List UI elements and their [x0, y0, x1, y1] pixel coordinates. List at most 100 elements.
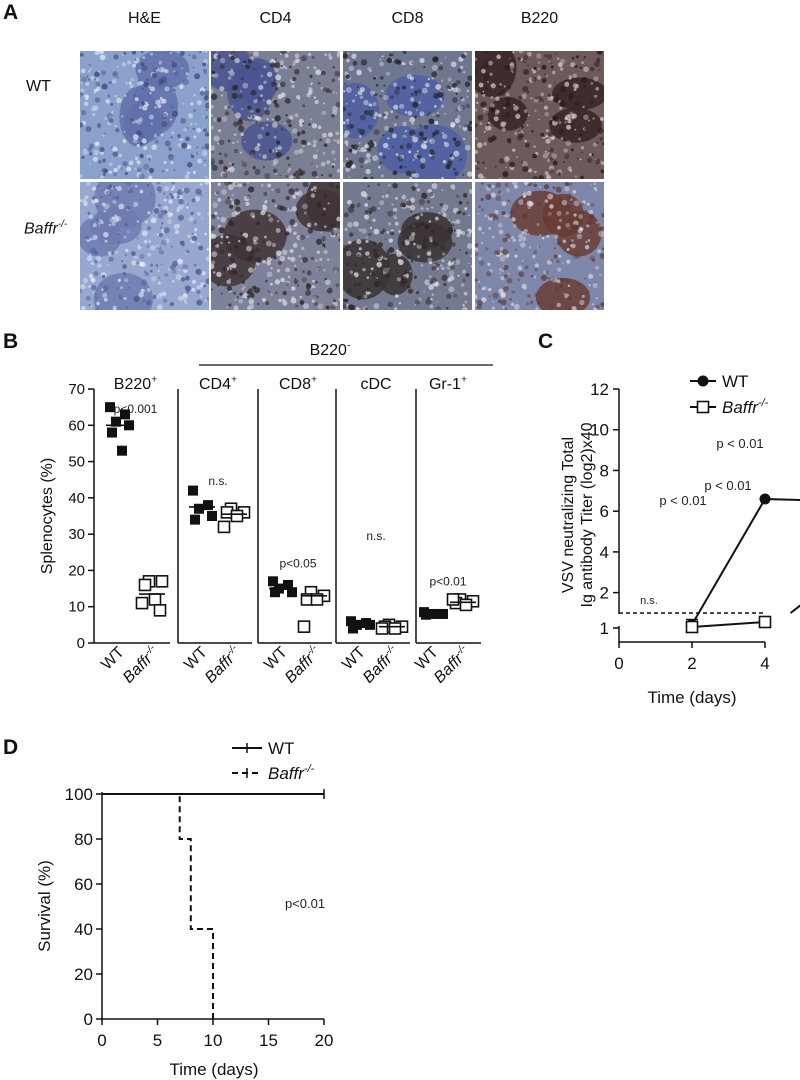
stain-speck: [413, 79, 417, 83]
stroma-speck: [329, 58, 332, 60]
stain-speck: [531, 129, 534, 133]
stroma-speck: [347, 240, 352, 245]
stroma-speck: [441, 259, 445, 263]
stain-speck: [545, 270, 549, 274]
stroma-speck: [123, 235, 127, 239]
stroma-speck: [573, 213, 577, 217]
stroma-speck: [243, 170, 246, 173]
stroma-speck: [449, 275, 455, 281]
stain-speck: [204, 86, 207, 89]
stain-speck: [552, 160, 558, 166]
stain-speck: [89, 152, 93, 156]
stain-speck: [558, 129, 565, 135]
x-label-wt: WT: [412, 644, 442, 674]
stroma-speck: [513, 224, 517, 228]
stroma-speck: [289, 209, 292, 212]
stroma-speck: [462, 137, 466, 141]
stroma-speck: [592, 282, 598, 289]
stroma-speck: [345, 250, 352, 257]
stroma-speck: [590, 82, 594, 85]
stain-speck: [548, 213, 552, 217]
stroma-speck: [407, 110, 413, 116]
stroma-speck: [479, 122, 483, 126]
stain-speck: [185, 136, 190, 142]
stroma-speck: [506, 188, 511, 193]
stain-speck: [537, 202, 541, 206]
c-y-tick-label: 12: [590, 380, 609, 399]
stain-speck: [334, 70, 340, 77]
stroma-speck: [262, 260, 267, 264]
wt-point: [346, 616, 356, 627]
stain-speck: [383, 266, 390, 274]
stroma-speck: [398, 259, 404, 266]
stain-speck: [178, 198, 184, 205]
stain-speck: [564, 154, 570, 160]
stroma-speck: [461, 98, 465, 102]
stain-speck: [228, 204, 234, 209]
stain-speck: [239, 273, 245, 278]
stain-speck: [478, 205, 481, 208]
stroma-speck: [267, 213, 271, 217]
stain-speck: [393, 89, 400, 96]
stain-speck: [234, 149, 239, 154]
stain-speck: [261, 74, 265, 77]
stroma-speck: [239, 151, 243, 154]
stain-speck: [228, 220, 234, 226]
stain-speck: [537, 301, 541, 305]
stroma-speck: [216, 271, 222, 278]
stroma-speck: [280, 277, 285, 283]
stain-speck: [368, 105, 371, 109]
stain-speck: [286, 183, 290, 187]
stroma-speck: [460, 283, 465, 287]
stain-speck: [432, 243, 434, 245]
stain-speck: [233, 121, 239, 127]
stroma-speck: [136, 220, 140, 223]
stain-speck: [562, 234, 565, 237]
stroma-speck: [216, 216, 220, 220]
wt-point: [270, 587, 280, 598]
stroma-speck: [159, 99, 165, 105]
stain-speck: [105, 190, 112, 197]
stroma-speck: [546, 174, 551, 179]
stain-speck: [579, 133, 583, 136]
x-label-baffr-base: Baffr: [431, 650, 467, 686]
stroma-speck: [412, 136, 418, 143]
stroma-speck: [149, 114, 154, 120]
stain-speck: [523, 68, 530, 75]
stain-speck: [219, 249, 225, 255]
stroma-speck: [431, 64, 438, 71]
stroma-speck: [420, 264, 424, 267]
stain-speck: [296, 213, 299, 216]
follicle: [385, 74, 445, 118]
stain-speck: [542, 216, 549, 223]
stroma-speck: [409, 197, 416, 203]
stroma-speck: [98, 51, 105, 55]
stain-speck: [344, 51, 347, 53]
stroma-speck: [534, 109, 537, 112]
stain-speck: [305, 289, 311, 296]
stain-speck: [349, 232, 354, 237]
stain-speck: [272, 168, 278, 173]
stroma-speck: [153, 133, 158, 138]
stroma-speck: [593, 182, 596, 186]
stroma-speck: [570, 62, 576, 68]
stain-speck: [157, 212, 164, 219]
stain-speck: [225, 198, 232, 205]
stroma-speck: [508, 239, 511, 242]
stroma-speck: [204, 232, 207, 236]
stroma-speck: [219, 86, 225, 92]
stain-speck: [220, 292, 223, 295]
stroma-speck: [171, 280, 175, 283]
stroma-speck: [312, 139, 318, 145]
stain-speck: [486, 65, 489, 68]
stain-speck: [274, 103, 279, 108]
stroma-speck: [237, 240, 241, 243]
stain-speck: [599, 137, 604, 141]
c-legend-label-baffr: Baffr-/-: [722, 397, 769, 417]
stroma-speck: [365, 251, 370, 256]
stain-speck: [503, 274, 508, 279]
stain-speck: [399, 165, 403, 169]
stain-speck: [534, 292, 539, 298]
stain-speck: [357, 283, 362, 287]
histology-texture: [211, 182, 340, 310]
